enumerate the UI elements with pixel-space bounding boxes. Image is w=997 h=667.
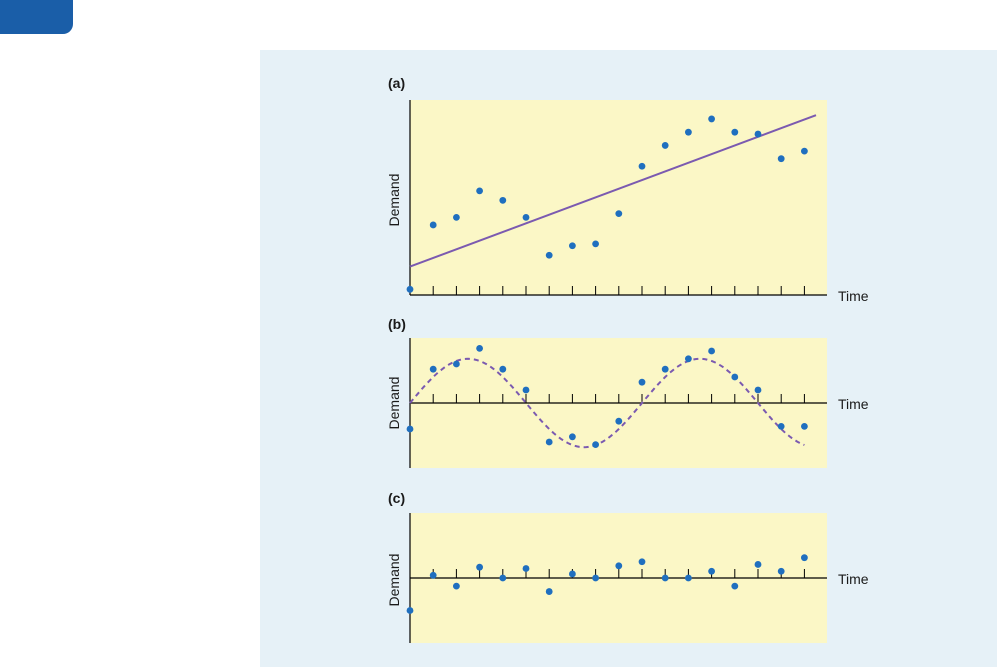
panel-c-data-point: [429, 571, 437, 579]
panel-c-data-point: [731, 582, 739, 590]
panel-b-data-point: [545, 438, 553, 446]
panel-c-data-point: [406, 607, 414, 614]
panel-b-data-point: [569, 433, 576, 441]
panel-c-data-point: [476, 563, 483, 571]
panel-a-data-point: [453, 213, 460, 221]
panel-a-x-axis-label: Time: [838, 288, 869, 304]
panel-b-label: (b): [388, 316, 406, 332]
panel-a-data-point: [429, 221, 437, 229]
panel-a-data-point: [499, 196, 507, 204]
panel-b-x-axis-label: Time: [838, 396, 869, 412]
panel-a-label: (a): [388, 75, 405, 91]
panel-b-data-point: [754, 386, 762, 394]
panel-a-data-point: [661, 142, 669, 149]
panel-b-data-point: [615, 417, 623, 425]
panel-c-data-point: [801, 554, 808, 562]
panel-a-y-axis-label: Demand: [386, 174, 402, 227]
panel-c-data-point: [569, 570, 576, 578]
panel-b-data-point: [499, 365, 507, 373]
panel-a-data-point: [685, 128, 692, 136]
panel-b-data-point: [592, 441, 599, 448]
panel-a-data-point: [731, 128, 739, 136]
panel-c-data-point: [545, 588, 553, 595]
panel-a-data-point: [476, 187, 483, 195]
panel-b-data-point: [777, 423, 785, 430]
panel-b-y-axis-label: Demand: [386, 377, 402, 430]
panel-a-data-point: [522, 213, 530, 221]
panel-c-data-point: [499, 574, 507, 582]
panel-a-data-point: [638, 162, 646, 170]
panel-b-data-point: [476, 345, 483, 352]
panel-c-data-point: [615, 562, 623, 570]
panel-a-data-point: [777, 155, 785, 163]
panel-c-data-point: [453, 582, 460, 590]
header-tab-marker: [0, 0, 73, 34]
panel-a-data-point: [615, 210, 623, 217]
panel-a-data-point: [708, 115, 715, 123]
panel-c-data-point: [661, 574, 669, 582]
panel-b-data-point: [801, 423, 808, 430]
panel-a-data-point: [592, 240, 599, 248]
panel-c-x-axis-label: Time: [838, 571, 869, 587]
panel-a-plot-area: [410, 100, 827, 295]
panel-b-data-point: [708, 347, 715, 355]
panel-c-data-point: [708, 567, 715, 575]
panel-b-seasonal-curve: [409, 357, 805, 449]
panel-b-data-point: [685, 355, 692, 363]
panel-a-data-point: [569, 242, 576, 250]
panel-c-y-axis-label: Demand: [386, 554, 402, 607]
panel-c-data-point: [522, 565, 530, 572]
panel-b-data-point: [429, 365, 437, 373]
panel-a-trend: (a) Demand Time: [386, 75, 869, 304]
panel-c-random: (c) Demand Time: [386, 490, 869, 643]
panel-b-seasonal: (b) Demand Time: [386, 316, 869, 468]
panel-b-data-point: [453, 360, 460, 368]
panel-b-data-point: [661, 365, 669, 373]
panel-c-data-point: [754, 561, 762, 568]
panel-c-data-point: [777, 567, 785, 575]
panel-c-data-point: [638, 558, 646, 566]
panel-c-label: (c): [388, 490, 405, 506]
panel-a-trend-line: [409, 114, 817, 268]
panel-a-data-point: [754, 130, 762, 138]
panel-a-data-point: [406, 285, 414, 293]
panel-b-data-point: [406, 425, 414, 433]
panel-c-data-point: [685, 574, 692, 582]
panel-a-data-point: [801, 147, 808, 155]
panel-b-data-point: [638, 378, 646, 386]
panel-c-data-point: [592, 574, 599, 582]
panel-b-data-point: [731, 373, 739, 381]
panel-b-data-point: [522, 386, 530, 394]
panel-a-data-point: [545, 251, 553, 259]
